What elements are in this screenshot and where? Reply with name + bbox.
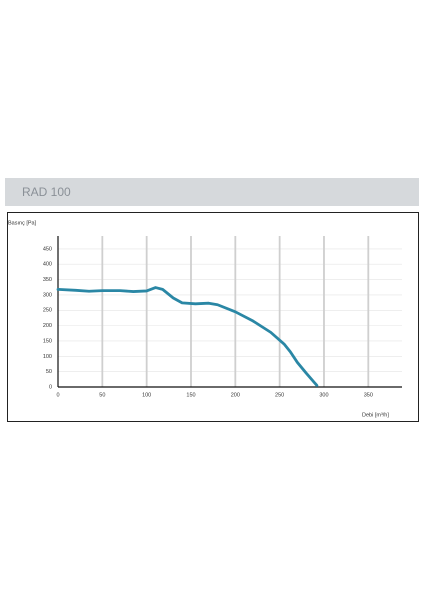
x-axis-label: Debi [m³/h] bbox=[362, 412, 389, 418]
x-tick-label: 250 bbox=[275, 392, 284, 398]
y-tick-label: 450 bbox=[43, 246, 52, 252]
y-tick-label: 400 bbox=[43, 262, 52, 268]
y-tick-label: 150 bbox=[43, 338, 52, 344]
x-tick-label: 200 bbox=[231, 392, 240, 398]
x-tick-label: 150 bbox=[186, 392, 195, 398]
y-axis-label: Basınç [Pa] bbox=[8, 220, 37, 226]
chart-title: RAD 100 bbox=[22, 185, 71, 199]
y-tick-label: 200 bbox=[43, 323, 52, 329]
y-tick-label: 0 bbox=[49, 384, 52, 390]
x-tick-label: 100 bbox=[142, 392, 151, 398]
y-tick-label: 100 bbox=[43, 354, 52, 360]
fan-curve bbox=[56, 286, 319, 387]
x-tick-label: 350 bbox=[364, 392, 373, 398]
chart-frame bbox=[7, 212, 419, 422]
y-tick-label: 350 bbox=[43, 277, 52, 283]
y-tick-label: 300 bbox=[43, 292, 52, 298]
header-bar bbox=[5, 178, 419, 206]
x-tick-label: 0 bbox=[56, 392, 59, 398]
y-tick-label: 250 bbox=[43, 308, 52, 314]
y-tick-label: 50 bbox=[46, 369, 52, 375]
x-tick-label: 50 bbox=[99, 392, 105, 398]
x-tick-label: 300 bbox=[319, 392, 328, 398]
